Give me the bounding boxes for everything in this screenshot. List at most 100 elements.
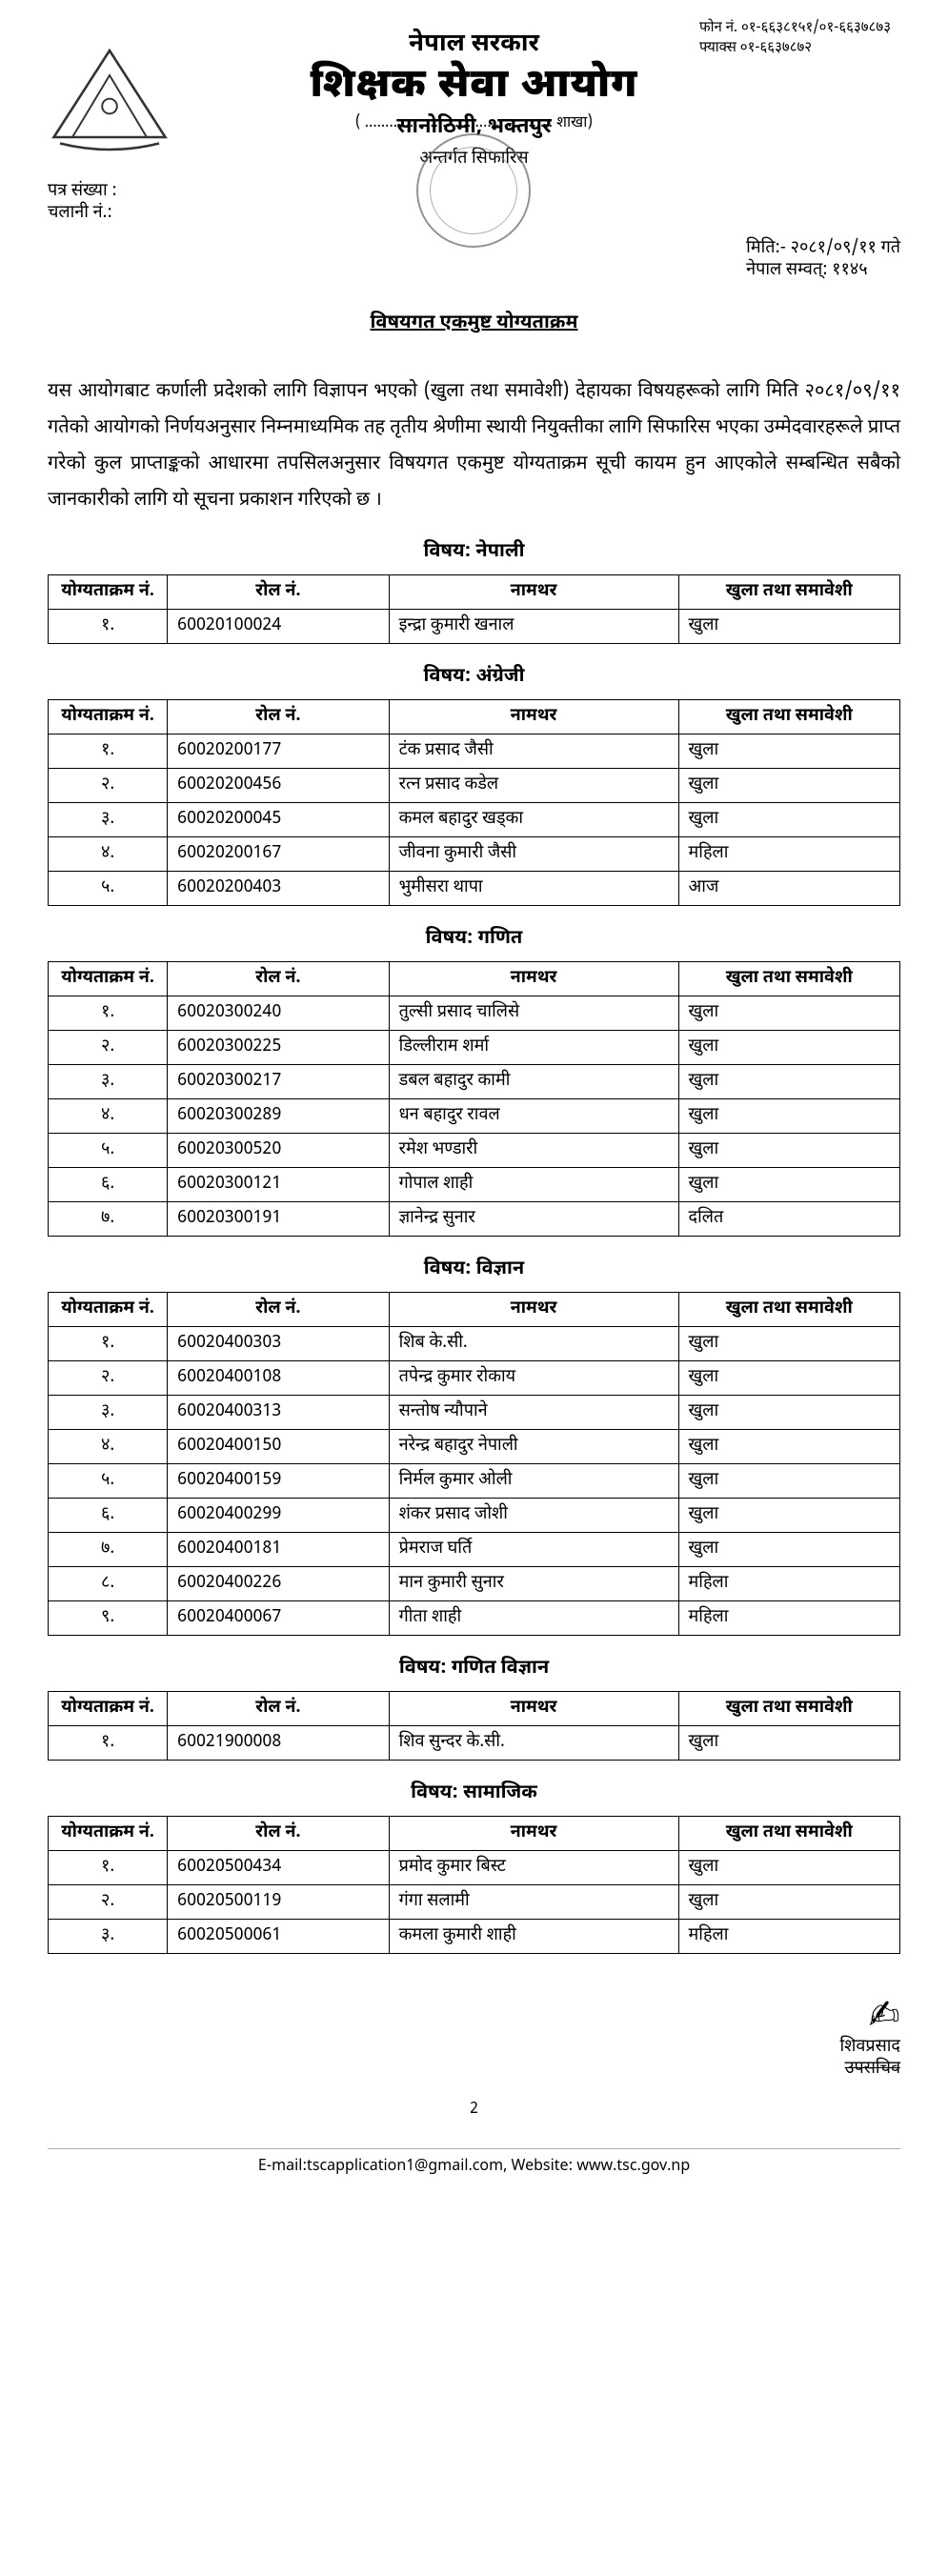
col-header-name: नामथर bbox=[389, 575, 678, 610]
cell-roll: 60020400303 bbox=[168, 1327, 389, 1361]
notice-body: यस आयोगबाट कर्णाली प्रदेशको लागि विज्ञाप… bbox=[48, 374, 900, 519]
merit-table: योग्यताक्रम नं.रोल नं.नामथरखुला तथा समाव… bbox=[48, 574, 900, 644]
cell-rank: १. bbox=[49, 1726, 168, 1761]
sambat-line: नेपाल सम्वत्: ११४५ bbox=[746, 260, 900, 282]
subject-heading: विषय: गणित विज्ञान bbox=[48, 1657, 900, 1681]
col-header-name: नामथर bbox=[389, 1817, 678, 1851]
cell-roll: 60020300289 bbox=[168, 1099, 389, 1134]
cell-roll: 60020400313 bbox=[168, 1396, 389, 1430]
letterhead: नेपाल सरकार शिक्षक सेवा आयोग सानोठिमी, भ… bbox=[48, 29, 900, 336]
subject-heading: विषय: गणित bbox=[48, 927, 900, 952]
cell-name: टंक प्रसाद जैसी bbox=[389, 735, 678, 769]
cell-rank: ५. bbox=[49, 1464, 168, 1499]
col-header-roll: रोल नं. bbox=[168, 1293, 389, 1327]
cell-name: भुमीसरा थापा bbox=[389, 872, 678, 906]
cell-cat: महिला bbox=[678, 1920, 899, 1954]
cell-rank: ४. bbox=[49, 837, 168, 872]
cell-cat: खुला bbox=[678, 610, 899, 644]
cell-name: रमेश भण्डारी bbox=[389, 1134, 678, 1168]
letter-no-label: पत्र संख्या : bbox=[48, 181, 117, 203]
cell-name: डिल्लीराम शर्मा bbox=[389, 1031, 678, 1065]
table-row: १.60020400303शिब के.सी.खुला bbox=[49, 1327, 900, 1361]
organization-line: शिक्षक सेवा आयोग bbox=[48, 61, 900, 113]
merit-table: योग्यताक्रम नं.रोल नं.नामथरखुला तथा समाव… bbox=[48, 1816, 900, 1954]
cell-roll: 60020400150 bbox=[168, 1430, 389, 1464]
col-header-rank: योग्यताक्रम नं. bbox=[49, 962, 168, 996]
cell-cat: खुला bbox=[678, 1065, 899, 1099]
cell-roll: 60020500061 bbox=[168, 1920, 389, 1954]
cell-rank: ६. bbox=[49, 1499, 168, 1533]
col-header-rank: योग्यताक्रम नं. bbox=[49, 1293, 168, 1327]
cell-name: नरेन्द्र बहादुर नेपाली bbox=[389, 1430, 678, 1464]
date-line: मिति:- २०८१/०९/११ गते bbox=[746, 238, 900, 260]
cell-roll: 60020200403 bbox=[168, 872, 389, 906]
table-row: १.60021900008शिव सुन्दर के.सी.खुला bbox=[49, 1726, 900, 1761]
cell-name: गंगा सलामी bbox=[389, 1885, 678, 1920]
col-header-rank: योग्यताक्रम नं. bbox=[49, 1817, 168, 1851]
table-row: ९.60020400067गीता शाहीमहिला bbox=[49, 1601, 900, 1636]
cell-cat: खुला bbox=[678, 769, 899, 803]
cell-rank: १. bbox=[49, 1327, 168, 1361]
cell-name: डबल बहादुर कामी bbox=[389, 1065, 678, 1099]
cell-name: प्रेमराज घर्ति bbox=[389, 1533, 678, 1567]
col-header-category: खुला तथा समावेशी bbox=[678, 1293, 899, 1327]
cell-rank: ८. bbox=[49, 1567, 168, 1601]
col-header-rank: योग्यताक्रम नं. bbox=[49, 1692, 168, 1726]
table-row: २.60020500119गंगा सलामीखुला bbox=[49, 1885, 900, 1920]
cell-cat: खुला bbox=[678, 1396, 899, 1430]
ref-labels: पत्र संख्या : चलानी नं.: bbox=[48, 181, 117, 225]
cell-roll: 60020100024 bbox=[168, 610, 389, 644]
cell-rank: ३. bbox=[49, 803, 168, 837]
sections-container: विषय: नेपालीयोग्यताक्रम नं.रोल नं.नामथरख… bbox=[48, 540, 900, 1954]
cell-roll: 60020400299 bbox=[168, 1499, 389, 1533]
branch-dotted-line: ( ......................................… bbox=[355, 113, 593, 133]
cell-cat: खुला bbox=[678, 1430, 899, 1464]
col-header-roll: रोल नं. bbox=[168, 1817, 389, 1851]
cell-name: सन्तोष न्यौपाने bbox=[389, 1396, 678, 1430]
table-row: ३.60020200045कमल बहादुर खड्काखुला bbox=[49, 803, 900, 837]
cell-cat: खुला bbox=[678, 1099, 899, 1134]
col-header-roll: रोल नं. bbox=[168, 1692, 389, 1726]
signature-scribble-icon: ✍︎ bbox=[867, 1991, 902, 2039]
table-row: २.60020400108तपेन्द्र कुमार रोकायखुला bbox=[49, 1361, 900, 1396]
merit-table: योग्यताक्रम नं.रोल नं.नामथरखुला तथा समाव… bbox=[48, 1691, 900, 1761]
cell-roll: 60020200167 bbox=[168, 837, 389, 872]
cell-name: तुल्सी प्रसाद चालिसे bbox=[389, 996, 678, 1031]
cell-cat: दलित bbox=[678, 1202, 899, 1237]
signatory-name: शिवप्रसाद bbox=[839, 2037, 900, 2059]
table-row: ५.60020300520रमेश भण्डारीखुला bbox=[49, 1134, 900, 1168]
cell-roll: 60020400067 bbox=[168, 1601, 389, 1636]
col-header-category: खुला तथा समावेशी bbox=[678, 575, 899, 610]
table-row: १.60020300240तुल्सी प्रसाद चालिसेखुला bbox=[49, 996, 900, 1031]
cell-roll: 60020200456 bbox=[168, 769, 389, 803]
table-row: ४.60020200167जीवना कुमारी जैसीमहिला bbox=[49, 837, 900, 872]
cell-cat: खुला bbox=[678, 996, 899, 1031]
cell-cat: खुला bbox=[678, 803, 899, 837]
table-row: २.60020300225डिल्लीराम शर्माखुला bbox=[49, 1031, 900, 1065]
cell-name: शिव सुन्दर के.सी. bbox=[389, 1726, 678, 1761]
nepal-emblem-icon bbox=[48, 38, 171, 152]
cell-roll: 60021900008 bbox=[168, 1726, 389, 1761]
cell-rank: ३. bbox=[49, 1065, 168, 1099]
cell-rank: ७. bbox=[49, 1533, 168, 1567]
subject-heading: विषय: विज्ञान bbox=[48, 1258, 900, 1282]
cell-roll: 60020300121 bbox=[168, 1168, 389, 1202]
merit-table: योग्यताक्रम नं.रोल नं.नामथरखुला तथा समाव… bbox=[48, 1292, 900, 1636]
table-row: १.60020200177टंक प्रसाद जैसीखुला bbox=[49, 735, 900, 769]
cell-rank: १. bbox=[49, 610, 168, 644]
table-row: ५.60020400159निर्मल कुमार ओलीखुला bbox=[49, 1464, 900, 1499]
cell-rank: ७. bbox=[49, 1202, 168, 1237]
cell-roll: 60020500434 bbox=[168, 1851, 389, 1885]
table-row: ६.60020300121गोपाल शाहीखुला bbox=[49, 1168, 900, 1202]
government-line: नेपाल सरकार bbox=[48, 29, 900, 61]
cell-name: गीता शाही bbox=[389, 1601, 678, 1636]
subject-heading: विषय: अंग्रेजी bbox=[48, 665, 900, 690]
subject-title: विषयगत एकमुष्ट योग्यताक्रम bbox=[48, 312, 900, 336]
table-row: ८.60020400226मान कुमारी सुनारमहिला bbox=[49, 1567, 900, 1601]
cell-cat: खुला bbox=[678, 1361, 899, 1396]
cell-name: जीवना कुमारी जैसी bbox=[389, 837, 678, 872]
table-row: ३.60020300217डबल बहादुर कामीखुला bbox=[49, 1065, 900, 1099]
cell-name: धन बहादुर रावल bbox=[389, 1099, 678, 1134]
table-row: ५.60020200403भुमीसरा थापाआज bbox=[49, 872, 900, 906]
cell-cat: महिला bbox=[678, 837, 899, 872]
